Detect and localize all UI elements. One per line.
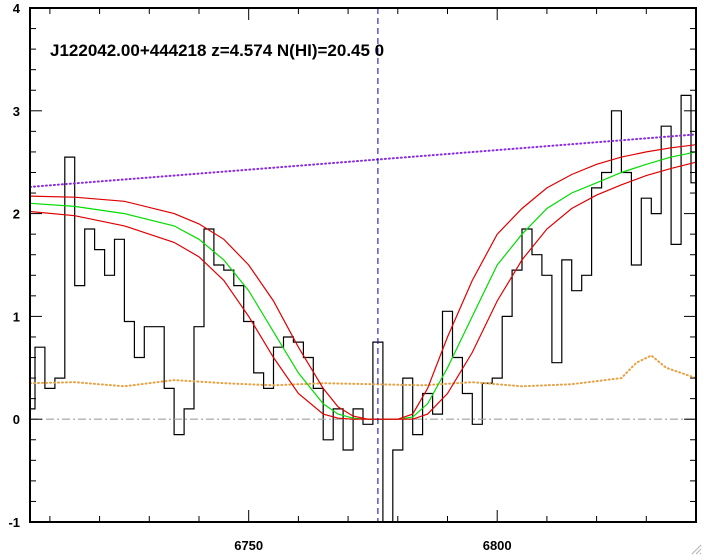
plot-frame <box>29 7 697 523</box>
y-tick-label: 3 <box>13 104 20 119</box>
chart-title: J122042.00+444218 z=4.574 N(HI)=20.45 0 <box>50 41 384 60</box>
tick-layer: 6750 6800 -1 0 1 2 3 4 <box>8 1 697 553</box>
y-tick-label: 0 <box>13 412 20 427</box>
y-tick-label: 2 <box>13 207 20 222</box>
series-dotted-1 <box>29 133 697 188</box>
series-solid-6 <box>29 161 697 420</box>
y-tick-label: 1 <box>13 309 20 324</box>
series-step-0 <box>30 94 696 523</box>
series-layer <box>29 94 697 523</box>
series-dotted-2 <box>29 354 697 388</box>
resize-grip-icon[interactable] <box>690 542 702 555</box>
y-tick-label: 4 <box>13 1 21 16</box>
x-tick-label: 6750 <box>234 538 263 553</box>
x-tick-label: 6800 <box>483 538 512 553</box>
y-tick-label: -1 <box>8 515 20 530</box>
